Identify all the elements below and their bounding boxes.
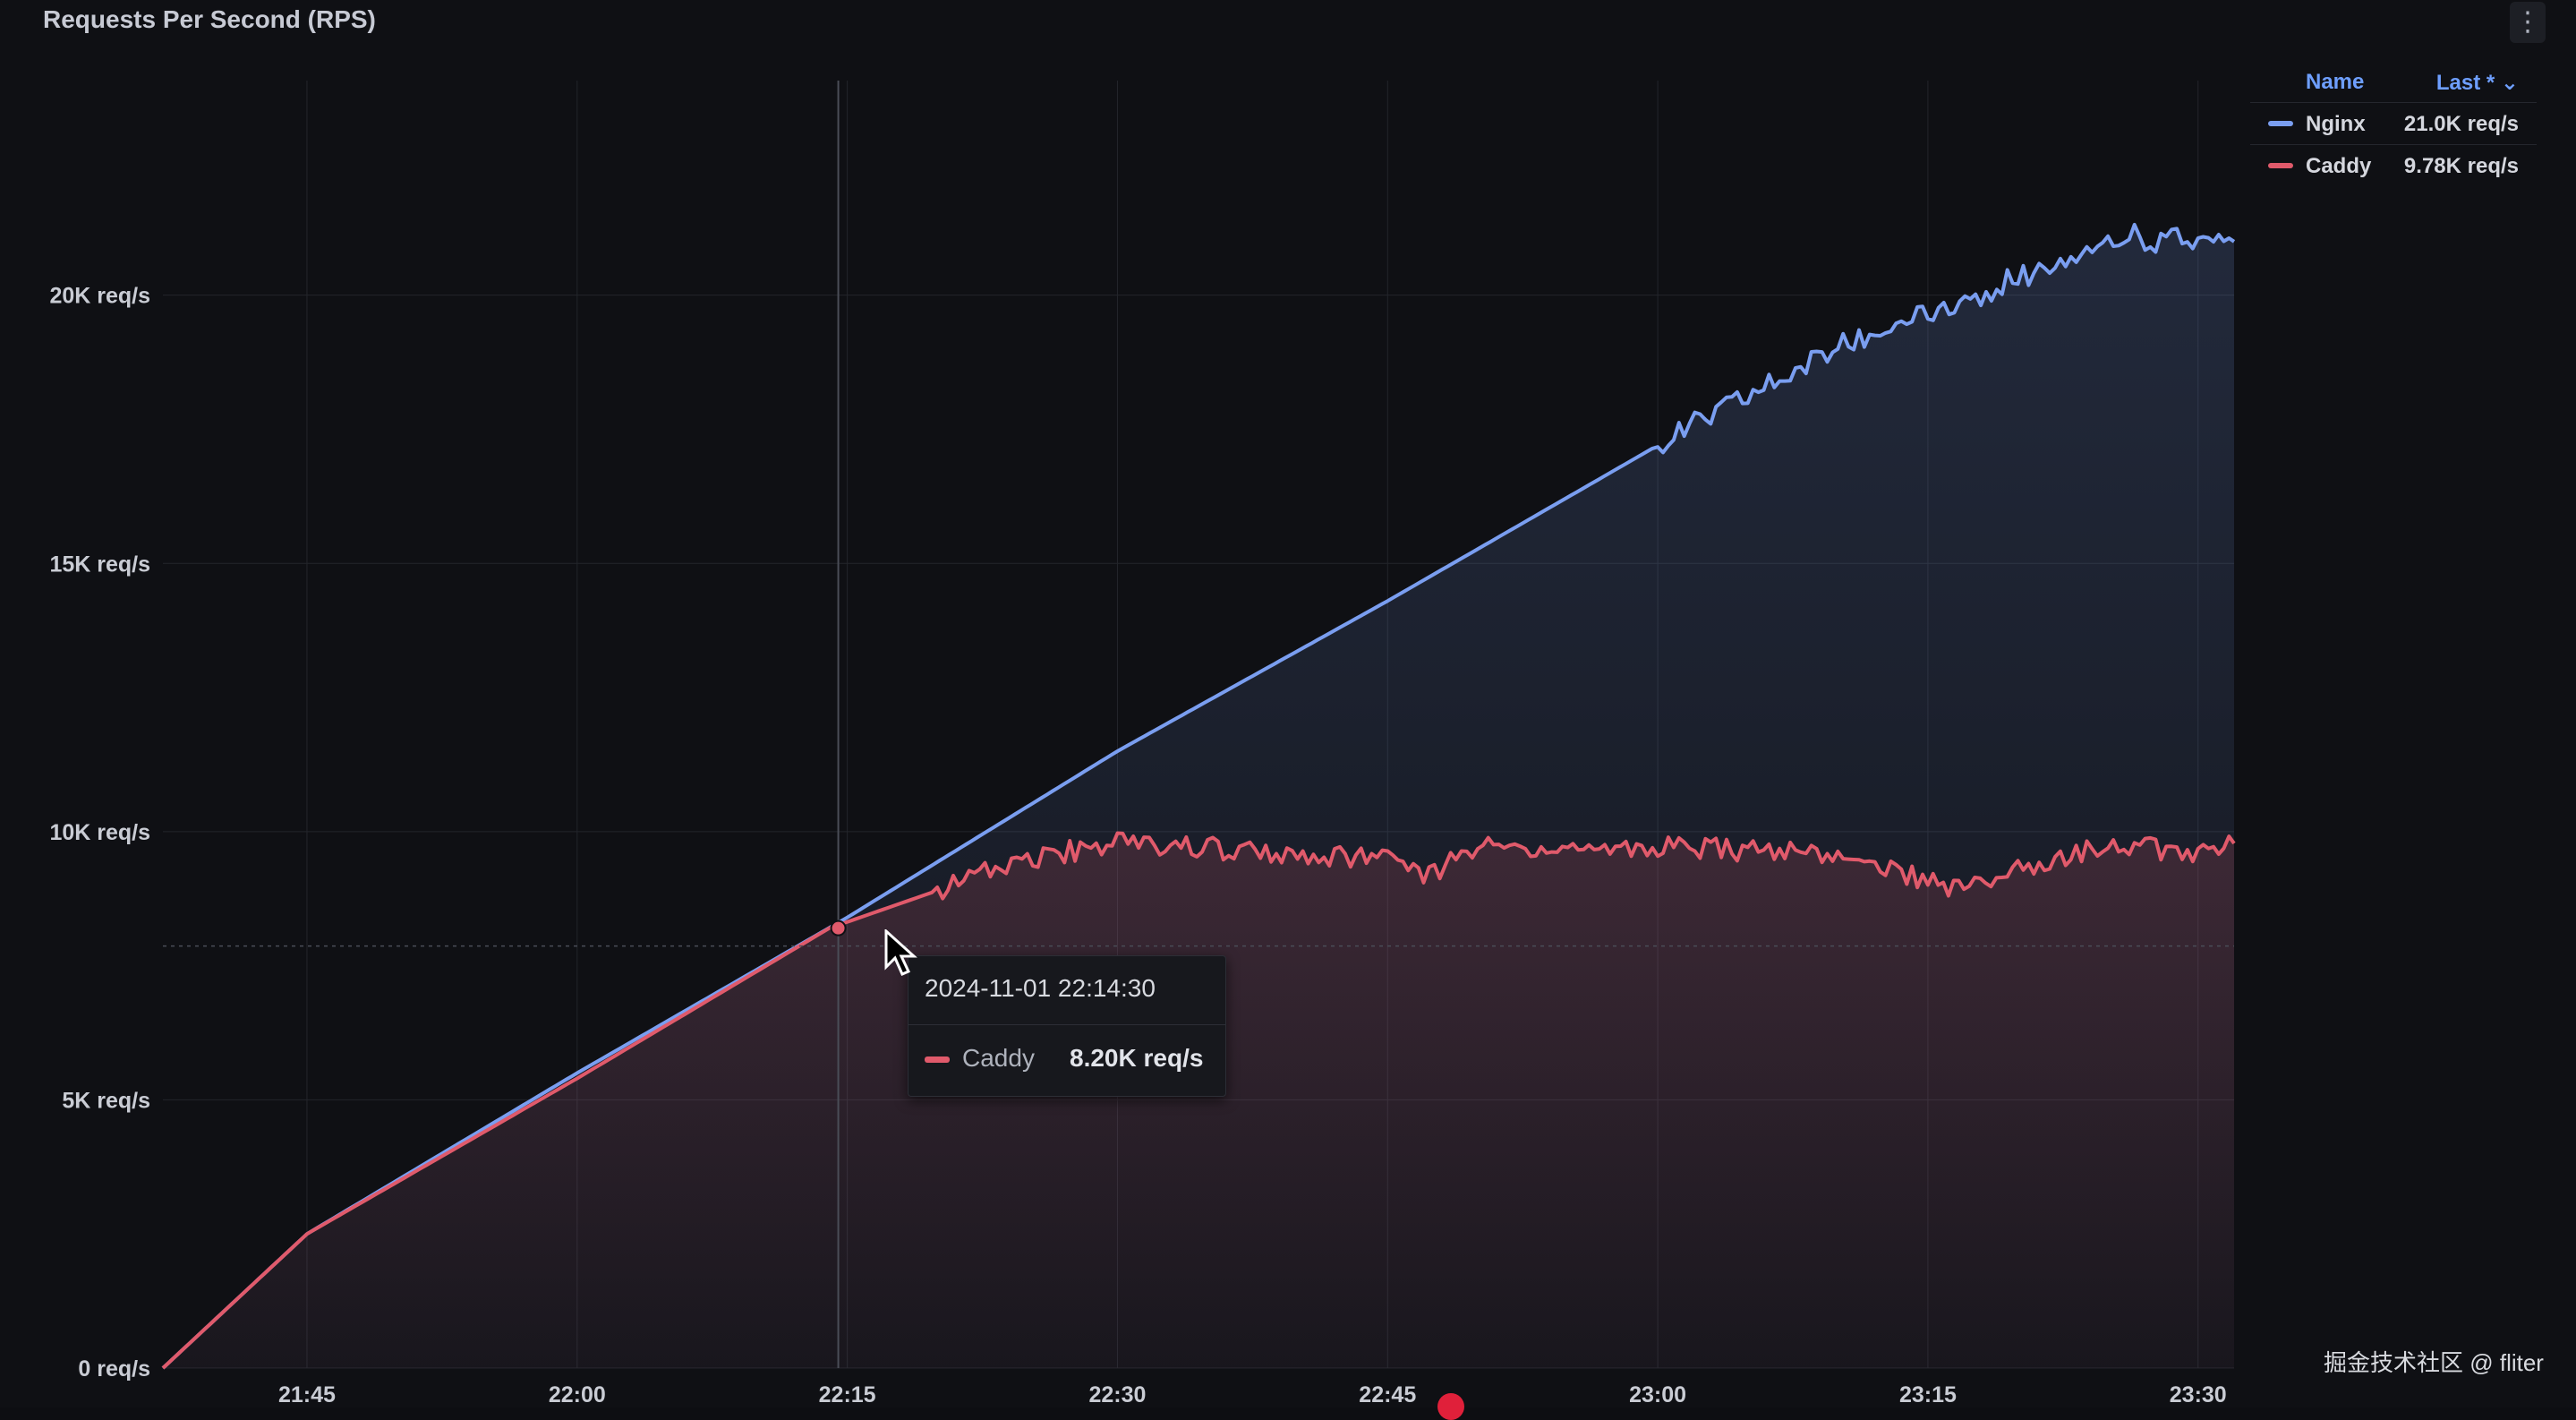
series-line-nginx [161,222,2236,1370]
tooltip-time: 2024-11-01 22:14:30 [925,974,1156,1002]
panel-menu-button[interactable]: ⋮ [2510,2,2546,43]
recording-indicator-icon [1437,1393,1464,1420]
legend-item-nginx[interactable]: Nginx 21.0K req/s [2250,102,2537,144]
x-tick-label: 23:00 [1629,1382,1686,1407]
legend-last-header[interactable]: Last * ⌄ [2435,71,2519,95]
legend-item-name: Nginx [2306,112,2366,136]
y-tick-label: 0 req/s [78,1356,150,1382]
x-tick-label: 23:15 [1899,1382,1957,1407]
hover-tooltip: 2024-11-01 22:14:30 Caddy 8.20K req/s [908,955,1226,1097]
x-tick-label: 22:15 [819,1382,876,1407]
x-tick-label: 22:30 [1088,1382,1146,1407]
x-tick-label: 23:30 [2170,1382,2227,1407]
x-tick-label: 22:00 [549,1382,606,1407]
y-tick-label: 5K req/s [62,1088,150,1113]
tooltip-swatch [925,1056,950,1063]
series-area-caddy [163,833,2234,1368]
legend-item-name: Caddy [2306,154,2372,178]
y-tick-label: 20K req/s [49,284,150,309]
legend-item-caddy[interactable]: Caddy 9.78K req/s [2250,144,2537,186]
legend-name-header[interactable]: Name [2306,70,2365,94]
panel-title: Requests Per Second (RPS) [43,5,376,33]
legend-swatch [2268,121,2293,126]
tooltip-series-name: Caddy [962,1044,1035,1072]
mouse-pointer-icon [884,929,917,976]
legend-item-value: 21.0K req/s [2403,112,2519,136]
watermark: 掘金技术社区 @ fliter [2324,1349,2544,1376]
vertical-ellipsis-icon: ⋮ [2514,7,2541,37]
y-tick-label: 10K req/s [49,820,150,845]
x-tick-label: 22:45 [1359,1382,1416,1407]
y-tick-label: 15K req/s [49,552,150,577]
crosshair-point [830,920,847,937]
legend-header: Name Last * ⌄ [2250,63,2537,102]
legend-table: Name Last * ⌄ Nginx 21.0K req/s Caddy 9.… [2250,63,2537,186]
tooltip-divider [908,1024,1225,1025]
legend-item-value: 9.78K req/s [2403,154,2519,178]
legend-swatch [2268,163,2293,168]
x-tick-label: 21:45 [278,1382,336,1407]
series-line-caddy [161,831,2236,1370]
tooltip-series-value: 8.20K req/s [1070,1044,1204,1072]
